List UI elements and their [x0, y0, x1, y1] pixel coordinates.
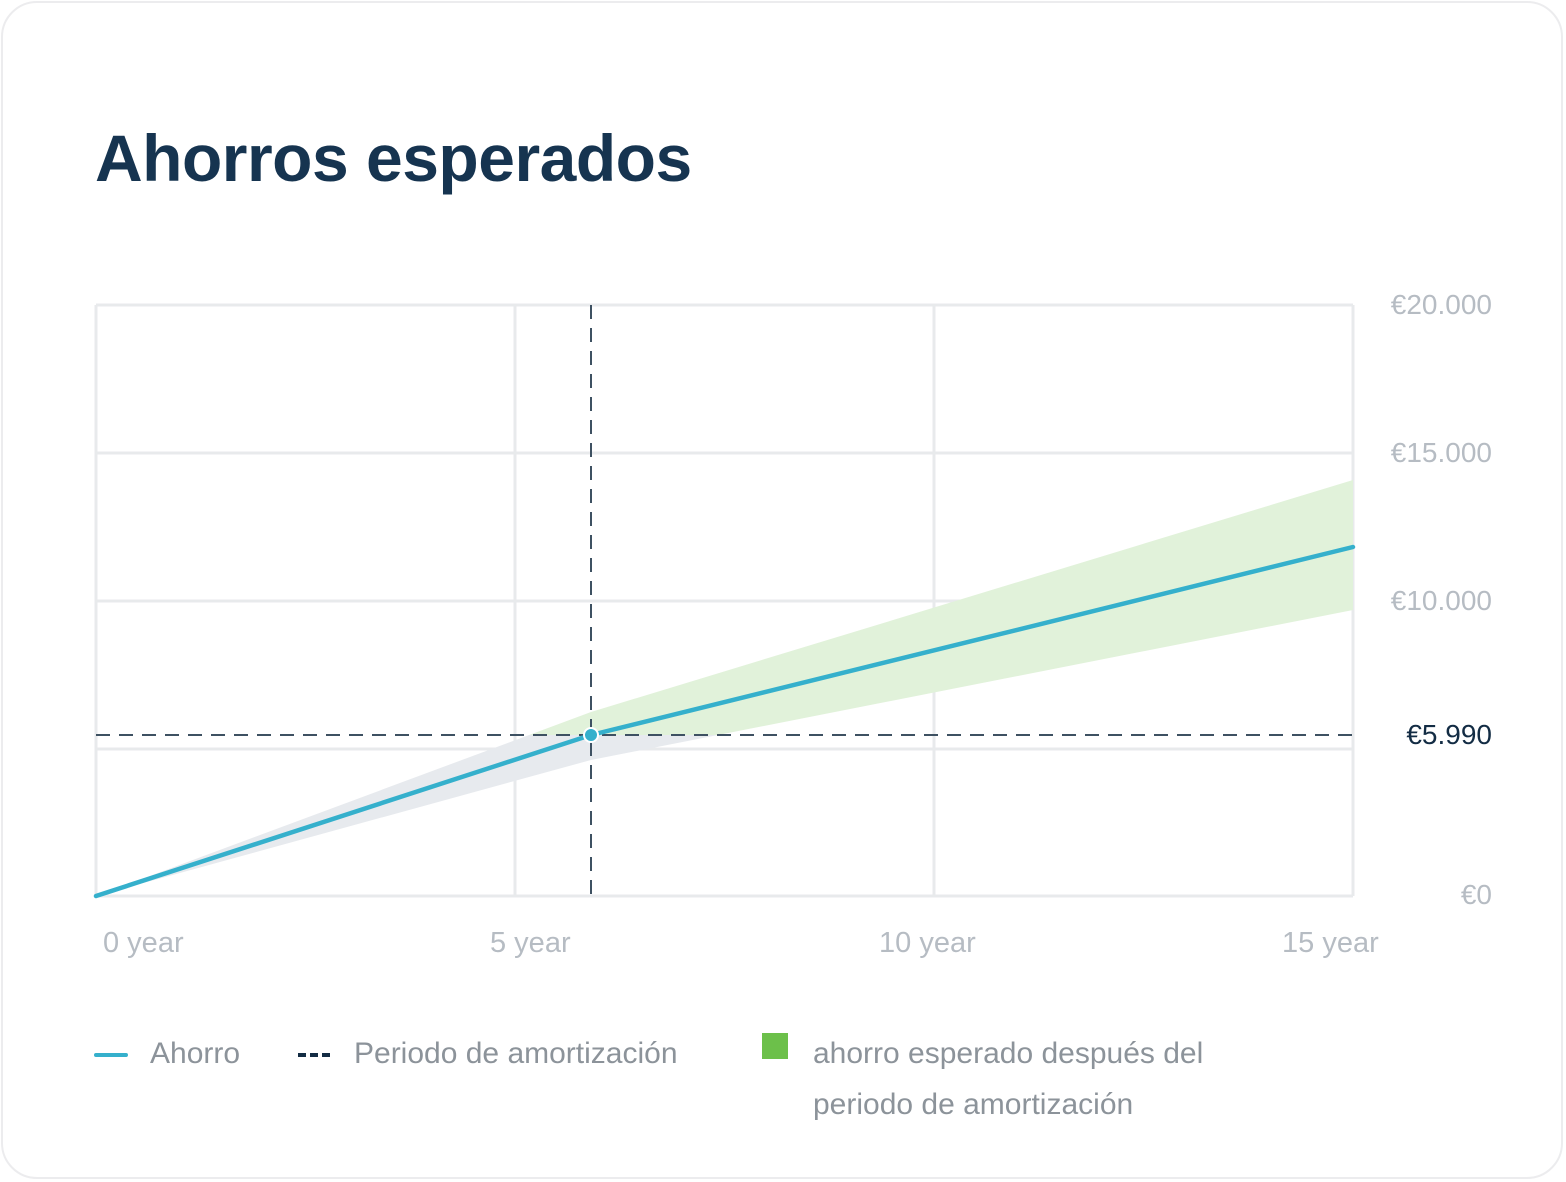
y-marker-payback-value: €5.990: [1406, 719, 1492, 750]
y-tick-15000: €15.000: [1390, 437, 1492, 468]
x-tick-15: 15 year: [1282, 927, 1379, 959]
payback-point: [583, 727, 599, 743]
legend-label-ahorro: Ahorro: [150, 1037, 241, 1070]
legend-label-payback: Periodo de amortización: [354, 1037, 678, 1070]
y-tick-20000: €20.000: [1390, 289, 1492, 320]
y-tick-10000: €10.000: [1390, 585, 1492, 616]
legend-label-area-line2: periodo de amortización: [813, 1088, 1134, 1121]
legend-area-swatch: [762, 1033, 788, 1059]
x-tick-10: 10 year: [879, 927, 976, 959]
x-tick-0: 0 year: [103, 927, 184, 959]
x-tick-5: 5 year: [490, 927, 571, 959]
chart-title: Ahorros esperados: [95, 121, 692, 195]
legend-label-area-line1: ahorro esperado después del: [813, 1037, 1204, 1070]
legend-dashed-swatch: [298, 1053, 332, 1057]
y-tick-0: €0: [1460, 879, 1492, 910]
legend-line-swatch: [94, 1053, 128, 1057]
savings-band-after: [529, 480, 1353, 735]
